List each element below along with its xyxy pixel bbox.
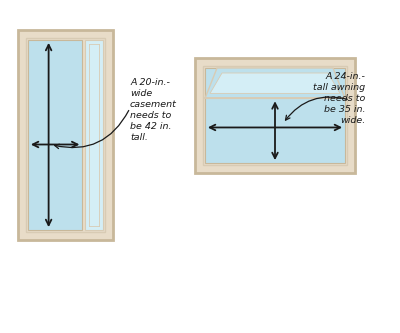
- Bar: [85, 40, 103, 230]
- Bar: [26, 38, 105, 232]
- FancyArrowPatch shape: [55, 111, 129, 149]
- Bar: [28, 40, 82, 230]
- FancyArrowPatch shape: [286, 97, 347, 120]
- Text: A 20-in.-
wide
casement
needs to
be 42 in.
tall.: A 20-in.- wide casement needs to be 42 i…: [130, 78, 177, 143]
- Bar: [18, 30, 113, 240]
- Bar: [203, 66, 347, 165]
- Bar: [205, 68, 345, 163]
- Bar: [195, 58, 355, 173]
- Polygon shape: [205, 68, 345, 98]
- Text: A 24-in.-
tall awning
needs to
be 35 in.
wide.: A 24-in.- tall awning needs to be 35 in.…: [313, 72, 365, 126]
- Polygon shape: [210, 73, 340, 93]
